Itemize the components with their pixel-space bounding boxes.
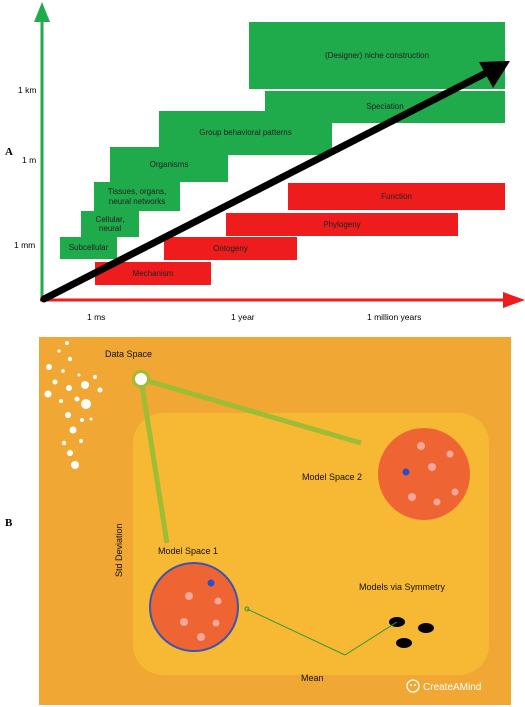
box-function: Function <box>288 183 505 210</box>
model-space-2-points <box>408 442 459 506</box>
connector-to-model-space-2 <box>140 376 362 446</box>
box-phylogeny: Phylogeny <box>226 213 458 236</box>
panel-b-diagram: Data Space Model Space 2 Model Space 1 M… <box>39 337 511 705</box>
model-space-2-label: Model Space 2 <box>302 472 362 482</box>
connector-to-model-space-1 <box>138 378 170 544</box>
model-space-1-center <box>207 579 215 587</box>
panel-a-label: A <box>5 146 13 158</box>
box-cellular: Cellular, neural <box>81 211 139 237</box>
data-space-node <box>132 370 150 388</box>
watermark-text: CreateAMind <box>423 682 481 693</box>
x-tick-1ms: 1 ms <box>87 312 106 322</box>
box-niche-construction: (Designer) niche construction <box>249 22 505 89</box>
model-space-1-points <box>180 592 222 641</box>
box-tissues: Tissues, organs, neural networks <box>94 182 180 211</box>
y-axis-arrowhead <box>34 2 50 22</box>
model-space-1-label: Model Space 1 <box>158 546 218 556</box>
panel-a-axes <box>34 2 525 308</box>
y-tick-1m: 1 m <box>22 155 37 165</box>
watermark-logo <box>406 679 420 693</box>
box-ontogeny: Ontogeny <box>164 237 297 260</box>
symmetry-label: Models via Symmetry <box>359 582 446 592</box>
model-space-2-circle <box>378 428 470 520</box>
x-axis-arrowhead <box>503 292 525 308</box>
model-space-2-center <box>402 468 410 476</box>
box-organisms: Organisms <box>110 147 228 182</box>
data-points <box>44 341 103 469</box>
box-mechanism: Mechanism <box>95 262 211 285</box>
x-tick-1million: 1 million years <box>367 312 422 322</box>
growth-arrow <box>40 61 510 303</box>
y-tick-1km: 1 km <box>18 85 37 95</box>
symmetry-node <box>244 606 250 612</box>
symmetry-connector-a <box>246 608 346 656</box>
y-axis-label-std: Std Deviation <box>114 523 124 577</box>
x-tick-1year: 1 year <box>231 312 255 322</box>
y-tick-1mm: 1 mm <box>14 240 36 250</box>
box-subcellular: Subcellular <box>60 237 117 259</box>
panel-b-label: B <box>5 517 13 529</box>
model-space-1-circle <box>149 562 239 652</box>
symmetry-connector-b <box>344 621 398 656</box>
x-axis-label-mean: Mean <box>301 673 324 683</box>
data-space-label: Data Space <box>105 349 152 359</box>
box-speciation: Speciation <box>265 91 505 123</box>
